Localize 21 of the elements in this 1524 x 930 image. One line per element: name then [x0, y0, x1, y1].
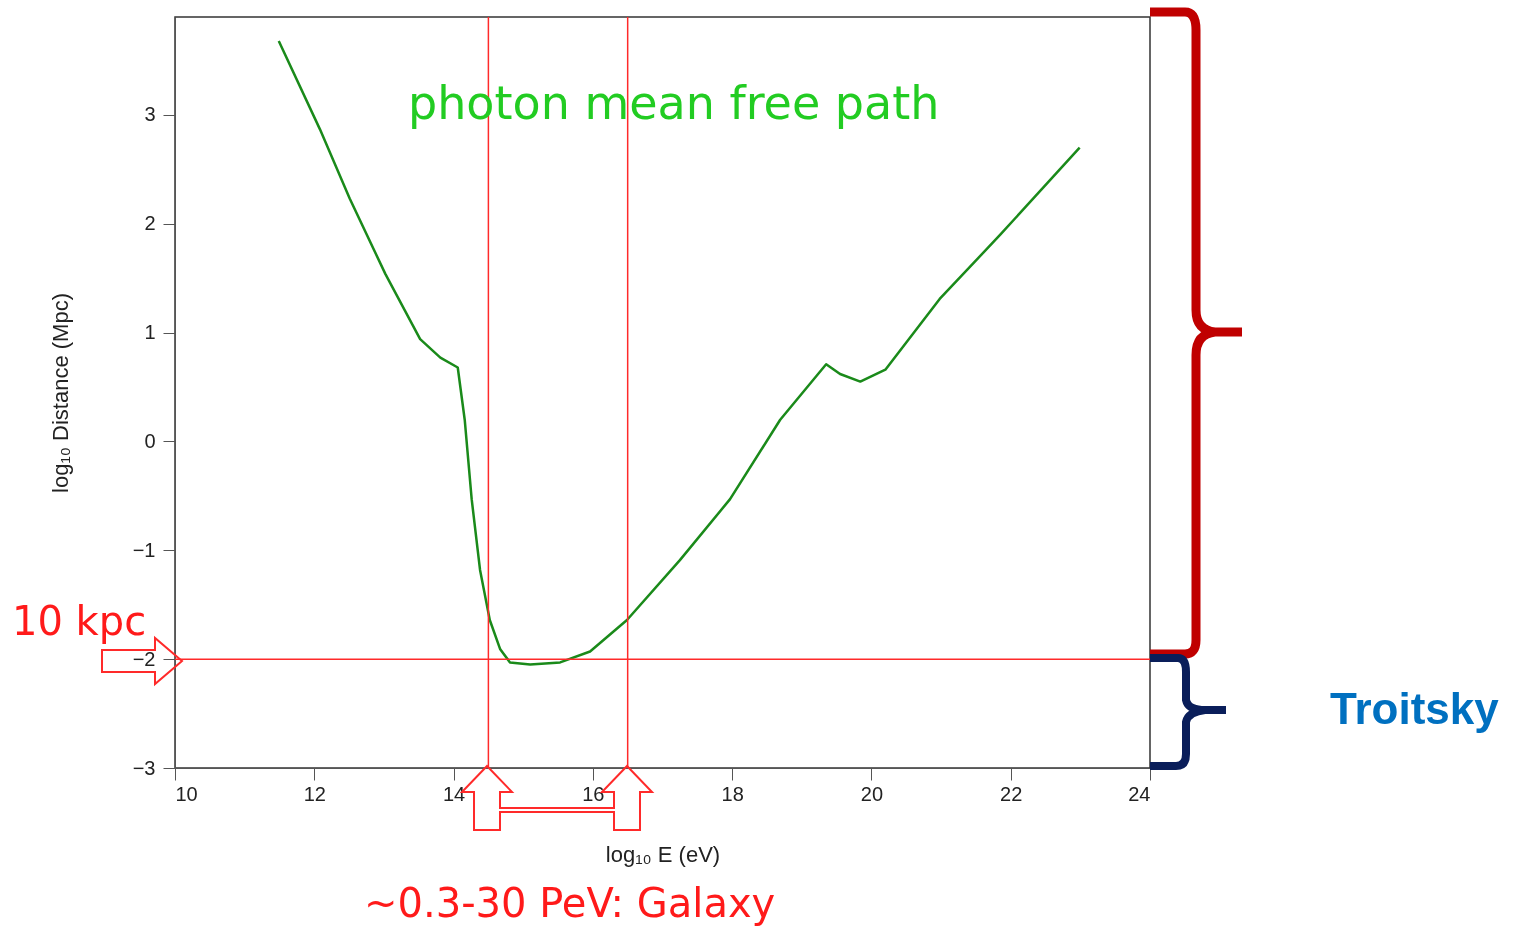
x-tick-label: 18 [721, 782, 744, 805]
x-tick-label: 14 [442, 782, 466, 805]
y-tick-label: 3 [144, 103, 156, 126]
y-tick-label: 2 [144, 212, 156, 235]
x-axis-title: log₁₀ E (eV) [605, 841, 721, 867]
y-axis-title: log₁₀ Distance (Mpc) [47, 293, 73, 493]
x-tick-label: 16 [582, 782, 605, 805]
y-tick-label: −3 [132, 756, 156, 779]
x-tick-label: 12 [303, 782, 326, 805]
x-tick-label: 24 [1128, 782, 1151, 805]
text: ~0.3-30 PeV: Galaxy [364, 880, 776, 926]
text: Troitsky [1330, 684, 1499, 734]
line-series [277, 39, 1081, 666]
y-tick-label: −2 [132, 647, 156, 670]
text: 10 kpc [12, 598, 147, 644]
y-tick-label: 0 [144, 429, 156, 452]
y-tick-label: 1 [144, 321, 156, 344]
x-tick-label: 22 [1000, 782, 1023, 805]
x-tick-label: 20 [860, 782, 884, 805]
y-tick-label: −1 [132, 538, 156, 561]
x-tick-label: 10 [175, 782, 198, 805]
